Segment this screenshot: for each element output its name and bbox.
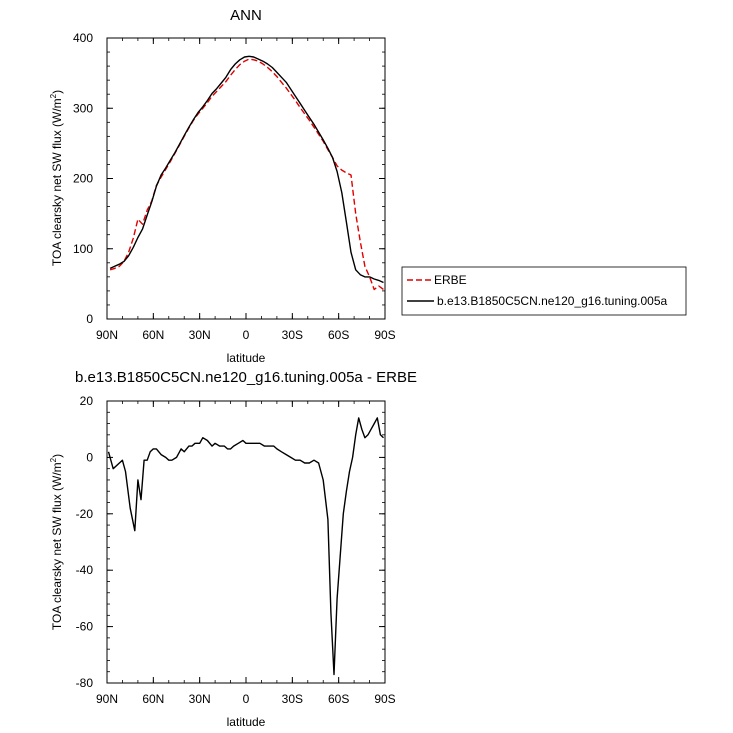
top-x-tick-label: 90N	[96, 328, 118, 342]
bottom-y-tick-label: -40	[76, 563, 94, 577]
bottom-y-tick-label: -20	[76, 507, 94, 521]
top-x-tick-label: 30N	[189, 328, 211, 342]
bottom-y-tick-label: -60	[76, 620, 94, 634]
top-x-tick-label: 90S	[374, 328, 395, 342]
top-x-tick-label: 30S	[282, 328, 303, 342]
bottom-y-axis-label: TOA clearsky net SW flux (W/m2)	[49, 454, 64, 630]
bottom-series-group	[107, 417, 384, 676]
bottom-x-tick-label: 60N	[142, 692, 164, 706]
bottom-axes: 90N 60N 30N 0 30S 60S 90S -80 -60 -40 -20 0 20	[76, 394, 396, 706]
bottom-x-tick-label: 0	[243, 692, 250, 706]
bottom-x-tick-label: 30S	[282, 692, 303, 706]
bottom-x-tick-label: 60S	[328, 692, 349, 706]
legend-label-model: b.e13.B1850C5CN.ne120_g16.tuning.005a	[437, 294, 668, 308]
top-y-tick-label: 400	[73, 31, 93, 45]
top-series-line-erbe	[109, 58, 384, 291]
legend-box	[401, 266, 687, 316]
top-x-tick-label: 60N	[142, 328, 164, 342]
top-x-axis-label: latitude	[227, 351, 266, 365]
bottom-y-tick-label: -80	[76, 676, 94, 690]
top-chart-title: ANN	[230, 7, 262, 24]
legend: ERBE b.e13.B1850C5CN.ne120_g16.tuning.00…	[401, 266, 687, 316]
bottom-x-tick-label: 90S	[374, 692, 395, 706]
bottom-y-tick-label: 20	[80, 394, 94, 408]
top-panel: ANN 90N 60N 30N 0 30S 60S 90S 0 100 200 300 400 lat…	[49, 7, 396, 365]
top-series-group	[109, 55, 384, 291]
top-y-tick-label: 300	[73, 101, 93, 115]
top-series-line-model	[109, 55, 384, 284]
bottom-chart-title: b.e13.B1850C5CN.ne120_g16.tuning.005a - …	[75, 369, 417, 386]
bottom-x-tick-label: 90N	[96, 692, 118, 706]
top-axes: 90N 60N 30N 0 30S 60S 90S 0 100 200 300 400	[73, 31, 396, 342]
top-x-tick-label: 60S	[328, 328, 349, 342]
legend-label-erbe: ERBE	[434, 273, 467, 287]
top-y-tick-label: 0	[86, 312, 93, 326]
top-plot-frame	[106, 37, 386, 320]
bottom-x-tick-label: 30N	[189, 692, 211, 706]
top-y-axis-label: TOA clearsky net SW flux (W/m2)	[49, 90, 64, 266]
bottom-series-line-model	[107, 417, 384, 676]
top-y-tick-label: 200	[73, 172, 93, 186]
top-x-tick-label: 0	[243, 328, 250, 342]
top-y-tick-label: 100	[73, 242, 93, 256]
bottom-x-axis-label: latitude	[227, 715, 266, 729]
bottom-panel: b.e13.B1850C5CN.ne120_g16.tuning.005a - …	[49, 369, 417, 729]
bottom-y-tick-label: 0	[86, 450, 93, 464]
